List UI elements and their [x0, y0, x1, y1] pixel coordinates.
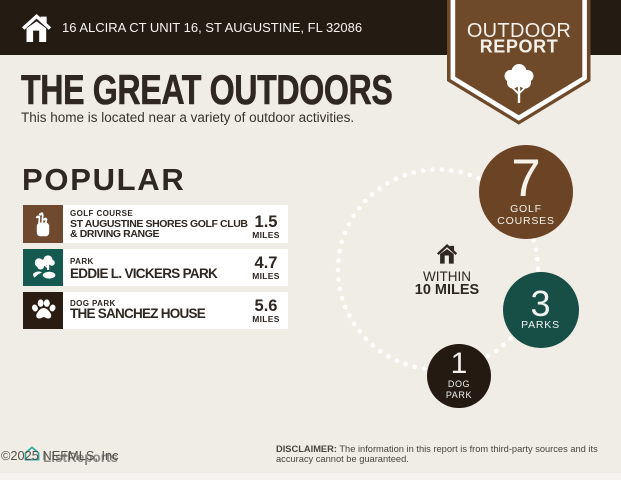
svg-text:OUTDOOR: OUTDOOR [467, 20, 571, 42]
svg-text:REPORT: REPORT [480, 37, 559, 57]
